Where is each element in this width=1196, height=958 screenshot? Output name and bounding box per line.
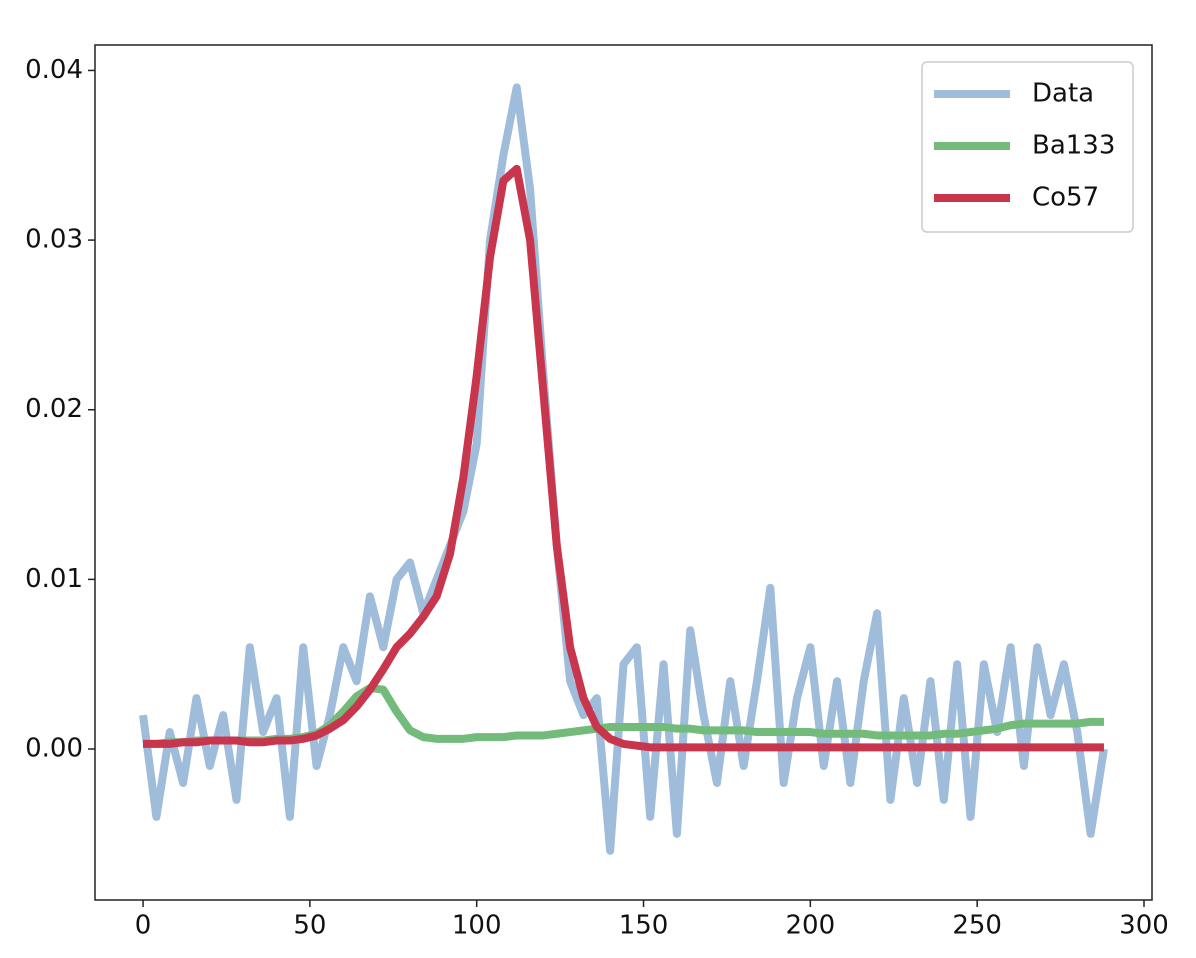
series-line <box>143 164 1104 752</box>
x-tick-label: 300 <box>1119 911 1169 941</box>
y-tick-label: 0.04 <box>25 55 83 85</box>
legend-label: Data <box>1032 79 1094 109</box>
x-tick-label: 50 <box>293 911 326 941</box>
legend-label: Co57 <box>1032 183 1099 213</box>
x-tick-label: 250 <box>952 911 1002 941</box>
y-tick-label: 0.03 <box>25 225 83 255</box>
x-tick-label: 200 <box>786 911 836 941</box>
x-tick-label: 150 <box>619 911 669 941</box>
y-tick-label: 0.01 <box>25 564 83 594</box>
y-tick-label: 0.00 <box>25 734 83 764</box>
legend-label: Ba133 <box>1032 131 1115 161</box>
x-tick-label: 0 <box>135 911 152 941</box>
series-line <box>139 83 1108 855</box>
plot-frame <box>94 44 1153 901</box>
y-tick-label: 0.02 <box>25 394 83 424</box>
legend-box <box>921 61 1134 233</box>
x-tick-label: 100 <box>452 911 502 941</box>
